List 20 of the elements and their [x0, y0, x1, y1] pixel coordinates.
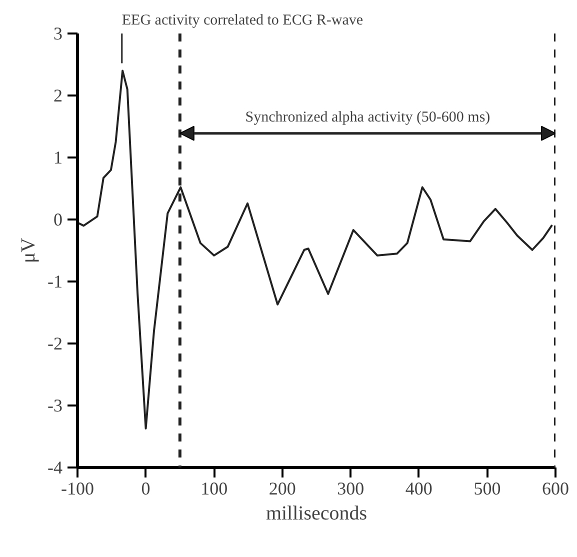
x-tick-label: 400 [405, 478, 432, 498]
x-tick-label: 0 [141, 478, 150, 498]
x-tick-label: -100 [61, 478, 94, 498]
y-tick-label: 2 [54, 86, 62, 106]
y-tick-label: 0 [54, 210, 62, 230]
x-tick-label: 500 [474, 478, 501, 498]
x-tick-label: 100 [200, 478, 228, 498]
y-tick-label: 3 [54, 24, 62, 44]
y-tick-label: -1 [48, 272, 63, 292]
y-axis-title: μV [18, 237, 40, 264]
y-tick-label: -2 [48, 334, 63, 354]
x-tick-label: 300 [337, 478, 364, 498]
annotation: Synchronized alpha activity (50-600 ms) [245, 109, 490, 126]
y-tick-label: -4 [48, 458, 63, 478]
annotation: EEG activity correlated to ECG R-wave [122, 12, 364, 28]
y-tick-label: -3 [48, 396, 63, 416]
x-axis-title: milliseconds [266, 502, 368, 524]
x-tick-label: 200 [268, 478, 296, 498]
y-tick-label: 1 [54, 148, 62, 168]
x-tick-label: 600 [542, 478, 569, 498]
